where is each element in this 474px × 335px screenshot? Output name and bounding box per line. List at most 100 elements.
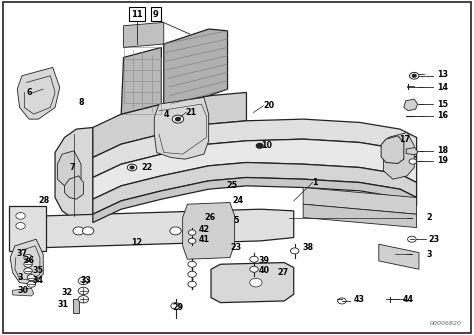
Text: 33: 33: [80, 276, 91, 285]
Text: 3: 3: [426, 250, 431, 259]
Circle shape: [170, 227, 181, 235]
Circle shape: [27, 275, 36, 281]
Text: 35: 35: [33, 266, 44, 275]
Circle shape: [188, 271, 196, 277]
Text: 15: 15: [437, 99, 448, 109]
Circle shape: [291, 248, 299, 254]
Circle shape: [27, 281, 36, 287]
Text: 29: 29: [172, 303, 183, 312]
Circle shape: [128, 164, 137, 171]
Circle shape: [130, 166, 134, 169]
Text: 30: 30: [17, 286, 28, 295]
Text: 36: 36: [24, 256, 35, 265]
Circle shape: [410, 72, 419, 79]
Text: 40: 40: [258, 266, 269, 275]
Text: 5: 5: [234, 216, 239, 225]
Text: 43: 43: [354, 295, 365, 304]
PathPatch shape: [46, 209, 294, 248]
Text: 8: 8: [79, 98, 84, 107]
Circle shape: [412, 74, 416, 77]
Circle shape: [171, 303, 180, 309]
Circle shape: [188, 230, 196, 235]
Circle shape: [73, 227, 84, 235]
PathPatch shape: [93, 178, 417, 222]
PathPatch shape: [379, 244, 419, 269]
Circle shape: [408, 236, 416, 242]
Circle shape: [78, 295, 89, 303]
Circle shape: [188, 238, 196, 244]
PathPatch shape: [93, 162, 417, 214]
PathPatch shape: [406, 147, 418, 155]
PathPatch shape: [73, 299, 79, 313]
Text: 41: 41: [198, 235, 209, 244]
PathPatch shape: [55, 127, 93, 222]
Circle shape: [78, 287, 89, 294]
Text: 12: 12: [131, 238, 142, 247]
Text: 38: 38: [302, 243, 313, 252]
Circle shape: [82, 227, 94, 235]
Circle shape: [16, 222, 25, 229]
PathPatch shape: [57, 151, 81, 186]
Circle shape: [188, 261, 196, 267]
PathPatch shape: [17, 67, 60, 119]
Text: 18: 18: [437, 146, 448, 155]
PathPatch shape: [182, 203, 235, 259]
Text: 19: 19: [437, 156, 448, 165]
Circle shape: [24, 261, 32, 267]
Text: 32: 32: [61, 288, 73, 297]
Text: 6: 6: [27, 88, 32, 97]
Circle shape: [175, 118, 180, 121]
Text: 34: 34: [33, 276, 44, 285]
Text: 42: 42: [198, 225, 210, 234]
PathPatch shape: [64, 176, 83, 199]
Text: 9: 9: [153, 9, 159, 18]
Text: 16: 16: [437, 111, 448, 120]
Text: 23: 23: [230, 243, 241, 252]
PathPatch shape: [93, 92, 246, 157]
Text: 17: 17: [399, 135, 410, 144]
Circle shape: [16, 212, 25, 219]
Text: 20: 20: [263, 101, 274, 110]
Text: 26: 26: [205, 213, 216, 222]
Circle shape: [409, 159, 417, 164]
Text: 3: 3: [17, 273, 23, 282]
PathPatch shape: [93, 139, 417, 199]
Text: 44: 44: [402, 295, 413, 304]
PathPatch shape: [121, 47, 161, 114]
PathPatch shape: [383, 132, 414, 179]
Circle shape: [250, 278, 262, 287]
Text: 25: 25: [227, 181, 238, 190]
Text: 1: 1: [313, 178, 318, 187]
Circle shape: [256, 143, 263, 148]
PathPatch shape: [124, 22, 164, 47]
Text: 14: 14: [437, 83, 448, 92]
PathPatch shape: [303, 204, 417, 227]
Circle shape: [250, 256, 258, 262]
PathPatch shape: [9, 206, 46, 251]
Circle shape: [172, 115, 183, 123]
Text: 4: 4: [164, 110, 169, 119]
Circle shape: [24, 255, 32, 261]
PathPatch shape: [164, 29, 228, 104]
Text: 7: 7: [69, 163, 75, 172]
Text: 00006820: 00006820: [429, 321, 462, 326]
PathPatch shape: [211, 263, 294, 303]
Text: 22: 22: [141, 163, 152, 172]
PathPatch shape: [303, 188, 417, 214]
Text: 24: 24: [232, 196, 243, 205]
Text: 37: 37: [17, 249, 28, 258]
PathPatch shape: [404, 99, 418, 111]
Text: 39: 39: [258, 256, 269, 265]
Circle shape: [250, 266, 258, 272]
Circle shape: [337, 298, 346, 304]
PathPatch shape: [10, 239, 43, 284]
Text: 23: 23: [428, 235, 439, 244]
Text: 28: 28: [38, 196, 50, 205]
Text: 27: 27: [277, 268, 288, 277]
Circle shape: [78, 277, 89, 285]
Text: 31: 31: [57, 300, 68, 309]
Text: 21: 21: [185, 108, 196, 117]
Text: 11: 11: [131, 9, 143, 18]
Text: 2: 2: [426, 213, 432, 222]
PathPatch shape: [155, 97, 209, 159]
